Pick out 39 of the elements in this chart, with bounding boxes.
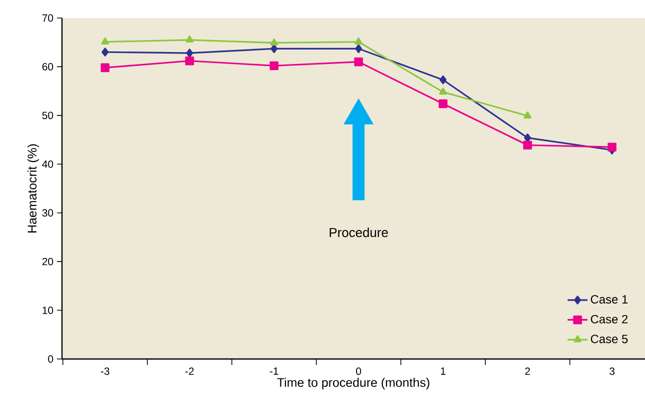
point [270,61,278,70]
point [186,48,194,58]
y-tick-label: 0 [48,355,54,363]
y-tick-label: 40 [42,160,54,168]
y-tick-label: 10 [42,306,54,314]
point [270,44,278,54]
point [186,36,194,43]
point [439,88,447,95]
point [355,44,362,54]
point [523,140,532,150]
y-tick-label: 20 [42,258,54,266]
point [354,57,363,66]
point [438,99,448,108]
x-tick-label: 0 [356,368,362,375]
point [101,37,109,44]
point [354,37,362,44]
annotation: Procedure [330,228,388,238]
legend-label: Case 1 [590,295,628,304]
point [185,56,194,66]
legend-label: Case 2 [590,314,628,324]
x-tick-label: -1 [270,368,278,375]
y-axis-title: Haematocrit (%) [27,144,40,232]
point [524,112,532,119]
y-tick-label: 30 [42,209,54,217]
point [100,63,110,72]
point [270,38,278,46]
x-tick-label: 1 [440,368,446,375]
y-tick-label: 60 [42,63,54,70]
y-tick-label: 50 [42,112,54,120]
x-tick-label: -3 [100,368,110,375]
legend-label: Case 5 [590,334,628,344]
y-tick-label: 70 [42,14,54,22]
x-axis-title: Time to procedure (months) [277,378,430,390]
x-tick-label: 2 [525,368,530,375]
point [608,142,616,152]
x-tick-label: 3 [610,368,614,375]
x-tick-label: -2 [185,368,194,375]
point [440,75,447,84]
point [102,48,109,56]
